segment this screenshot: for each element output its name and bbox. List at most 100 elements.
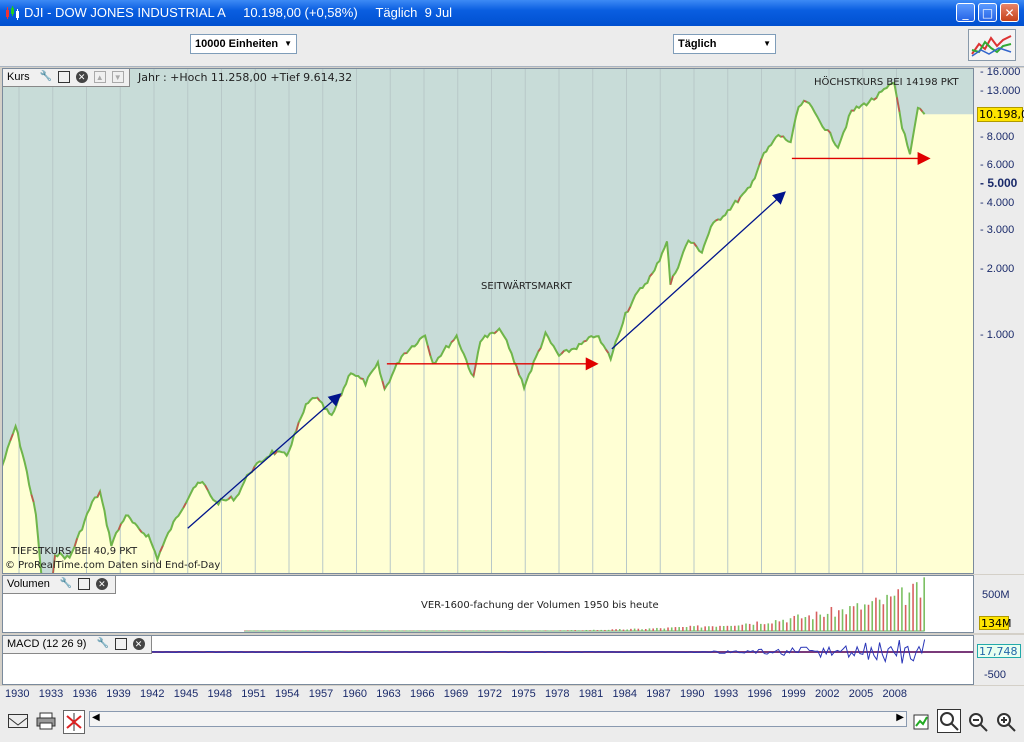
volume-bar <box>485 630 487 631</box>
zoom-out-icon[interactable] <box>967 711 989 733</box>
volume-bar <box>533 630 536 631</box>
time-xtick: 1993 <box>713 688 739 700</box>
price-ytick: - 3.000 <box>980 224 1015 237</box>
price-chart <box>3 69 973 573</box>
volume-bar <box>644 628 647 631</box>
print-icon[interactable] <box>36 712 56 730</box>
macd-panel-header: MACD (12 26 9) 🔧 ✕ <box>3 636 152 654</box>
close-panel-icon[interactable]: ✕ <box>132 638 145 651</box>
volume-bar <box>897 589 899 631</box>
volume-bar <box>366 630 369 631</box>
scroll-left-icon[interactable]: ◀ <box>92 712 100 723</box>
volume-bar <box>566 630 569 631</box>
volume-axis: 500M 134M <box>974 575 1024 633</box>
volume-bar <box>708 626 710 631</box>
volume-bar <box>522 630 525 631</box>
volume-bar <box>808 615 810 631</box>
period-select-value: Täglich <box>678 38 717 50</box>
volume-bar <box>255 630 257 631</box>
price-tick-red <box>360 377 364 380</box>
volume-bar <box>786 622 788 631</box>
volume-bar <box>648 628 651 631</box>
period-select[interactable]: Täglich ▼ <box>673 34 776 54</box>
volume-bar <box>589 630 591 631</box>
volume-bar <box>544 630 547 631</box>
volume-bar <box>726 625 729 631</box>
chart-tool-icon[interactable] <box>912 711 932 731</box>
volume-bar <box>826 613 829 631</box>
volume-bar <box>637 628 640 631</box>
time-scrollbar[interactable]: ◀ ▶ <box>89 711 907 727</box>
price-line <box>3 81 926 573</box>
window-icon[interactable] <box>77 578 90 591</box>
volume-bar <box>281 630 283 631</box>
macd-line <box>3 639 926 664</box>
volume-bar <box>878 599 881 631</box>
volume-bar <box>893 595 896 631</box>
scroll-right-icon[interactable]: ▶ <box>896 712 904 723</box>
time-xtick: 1990 <box>680 688 705 700</box>
window-icon[interactable] <box>57 71 70 84</box>
close-panel-icon[interactable]: ✕ <box>95 578 108 591</box>
volume-bar <box>630 628 632 631</box>
wrench-icon[interactable]: 🔧 <box>59 578 73 590</box>
volume-bar <box>351 630 354 631</box>
maximize-button[interactable]: □ <box>978 3 997 22</box>
wrench-icon[interactable]: 🔧 <box>96 638 109 650</box>
mail-icon[interactable] <box>8 714 28 728</box>
price-panel[interactable]: Kurs 🔧 ✕ ▲ ▼ Jahr : +Hoch 11.258,00 +Tief 9… <box>2 68 974 574</box>
chart-style-icon <box>971 35 1012 57</box>
volume-bar <box>396 630 398 631</box>
volume-panel[interactable]: Volumen 🔧 ✕ VER-1600-fachung der Volumen … <box>2 575 974 633</box>
volume-bar <box>830 606 833 631</box>
volume-bar <box>600 629 602 631</box>
window-icon[interactable] <box>114 638 127 651</box>
toolbar: 10000 Einheiten ▼ Täglich ▼ <box>0 26 1024 67</box>
volume-bar <box>578 630 580 631</box>
volume-bar <box>347 630 350 631</box>
time-xtick: 1939 <box>106 688 131 700</box>
uptrend-arrow-2 <box>611 191 786 350</box>
macd-panel[interactable]: MACD (12 26 9) 🔧 ✕ <box>2 635 974 685</box>
volume-bar <box>314 630 317 631</box>
volume-bar <box>284 630 287 631</box>
chart-type-button[interactable] <box>968 29 1016 61</box>
volume-bar <box>626 629 628 631</box>
volume-bar <box>370 630 372 631</box>
volume-bar <box>321 630 324 631</box>
time-xtick: 1963 <box>376 688 401 700</box>
volume-bar <box>459 630 461 631</box>
close-panel-icon[interactable]: ✕ <box>75 71 88 84</box>
time-xtick: 1954 <box>275 688 300 700</box>
volume-bar <box>381 630 383 631</box>
price-tick-red <box>316 397 321 402</box>
volume-bar <box>262 630 265 631</box>
macd-axis: 17,748 -500 <box>974 635 1024 685</box>
price-tick-red <box>627 306 631 312</box>
volume-bar <box>800 618 803 631</box>
price-tick-red <box>494 330 498 334</box>
volume-bar <box>448 630 450 631</box>
volume-bar <box>303 630 305 631</box>
close-icon: ✕ <box>1004 6 1015 20</box>
volume-bar <box>845 614 848 631</box>
minimize-button[interactable]: _ <box>956 3 975 22</box>
close-button[interactable]: ✕ <box>1000 3 1019 22</box>
volume-bar <box>541 630 543 631</box>
volume-bar <box>838 610 840 631</box>
price-tick-red <box>96 491 101 498</box>
price-ytick: - 1.000 <box>980 328 1015 341</box>
crosshair-toggle-icon[interactable] <box>63 710 85 734</box>
volume-bar <box>585 629 588 631</box>
volume-bar <box>266 630 268 631</box>
price-tick-red <box>649 273 653 277</box>
volume-bar <box>652 628 654 631</box>
wrench-icon[interactable]: 🔧 <box>39 71 53 83</box>
price-tick-red <box>381 380 386 390</box>
zoom-fit-icon[interactable] <box>937 709 961 733</box>
volume-bar <box>804 617 807 631</box>
units-select[interactable]: 10000 Einheiten ▼ <box>190 34 297 54</box>
volume-bar <box>611 629 614 631</box>
zoom-in-icon[interactable] <box>995 711 1017 733</box>
volume-bar <box>793 615 796 631</box>
